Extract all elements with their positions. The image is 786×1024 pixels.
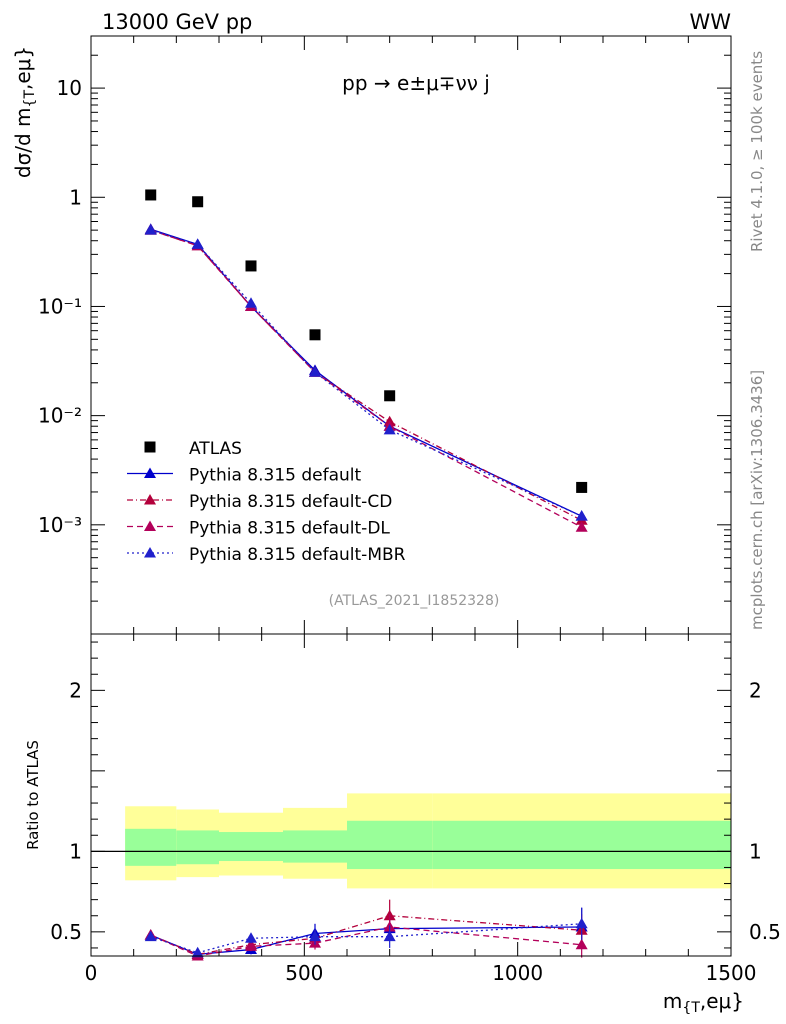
ratio-band-inner — [219, 832, 283, 862]
ratio-series-line — [150, 923, 582, 954]
main-y-tick-label: 1 — [69, 185, 82, 209]
ratio-marks — [144, 899, 588, 961]
atlas-data-point — [309, 329, 321, 341]
ratio-band-inner — [283, 830, 347, 863]
main-x-ticks — [90, 36, 732, 634]
ratio-series-point — [575, 917, 588, 929]
ratio-band-inner — [347, 820, 433, 870]
ratio-series-line — [150, 926, 582, 956]
mcplots-label: mcplots.cern.ch [arXiv:1306.3436] — [748, 370, 766, 630]
series-point — [575, 510, 588, 521]
x-tick-labels: 0 500 1000 1500 — [85, 961, 757, 985]
ratio-y-tick-label-right: 2 — [749, 678, 762, 702]
main-y-tick-label: 10⁻¹ — [38, 294, 82, 318]
ratio-y-label: Ratio to ATLAS — [24, 740, 42, 850]
ratio-series-line — [150, 915, 582, 956]
x-axis-label: m{T,eμ} — [663, 989, 744, 1016]
ratio-y-tick-label: 0.5 — [50, 920, 82, 944]
legend: ATLAS Pythia 8.315 default Pythia 8.315 de… — [127, 439, 406, 565]
legend-label: Pythia 8.315 default-MBR — [189, 545, 406, 565]
legend-marker — [144, 467, 156, 478]
ratio-band-inner — [176, 830, 219, 865]
ratio-series-point — [191, 946, 204, 958]
main-marks — [144, 189, 588, 532]
x-tick-label: 1500 — [706, 961, 757, 985]
main-y-ticks: 10 1 10⁻¹ 10⁻² 10⁻³ — [38, 35, 731, 635]
legend-label: Pythia 8.315 default-DL — [189, 519, 390, 539]
legend-label: Pythia 8.315 default — [189, 466, 362, 486]
x-tick-label: 500 — [285, 961, 323, 985]
series-point — [191, 238, 204, 249]
header-right: WW — [689, 10, 731, 34]
main-frame — [90, 35, 732, 635]
main-y-tick-label: 10⁻² — [38, 404, 82, 428]
atlas-data-point — [245, 260, 257, 272]
series-point — [383, 423, 396, 435]
atlas-data-point — [192, 196, 204, 208]
ratio-series-point — [383, 930, 396, 942]
atlas-data-point — [576, 481, 588, 493]
series-line — [150, 229, 582, 528]
legend-label-atlas: ATLAS — [189, 439, 242, 459]
ratio-y-tick-label-right: 1 — [749, 839, 762, 863]
x-tick-label: 0 — [85, 961, 98, 985]
series-point — [245, 297, 257, 308]
main-y-tick-label: 10⁻³ — [38, 513, 82, 537]
ratio-series-line — [150, 926, 582, 957]
ratio-band-inner — [432, 820, 731, 870]
ratio-series-point — [575, 938, 588, 950]
ratio-bands — [91, 793, 731, 889]
legend-marker-atlas — [144, 441, 156, 453]
legend-marker — [144, 520, 156, 531]
atlas-data-point — [145, 189, 157, 201]
series-point — [144, 224, 157, 235]
legend-label: Pythia 8.315 default-CD — [189, 492, 392, 512]
ratio-y-ticks: 0.5 0.5 1 1 2 2 — [50, 641, 781, 949]
ratio-y-tick-label: 2 — [69, 678, 82, 702]
ratio-y-tick-label-right: 0.5 — [749, 920, 781, 944]
main-y-label: dσ/d m{T,eμ} — [11, 46, 38, 178]
legend-marker — [144, 494, 156, 505]
ratio-y-tick-label: 1 — [69, 839, 82, 863]
series-line — [150, 229, 582, 517]
header-left: 13000 GeV pp — [102, 10, 252, 34]
rivet-label: Rivet 4.1.0, ≥ 100k events — [748, 51, 766, 252]
main-panel: 10 1 10⁻¹ 10⁻² 10⁻³ pp → e±μ∓νν j (ATLAS_202… — [11, 35, 732, 635]
legend-marker — [144, 547, 156, 558]
atlas-data-point — [384, 390, 396, 402]
ratio-series-point — [245, 940, 257, 951]
analysis-label: (ATLAS_2021_I1852328) — [329, 593, 500, 609]
series-point — [575, 521, 588, 532]
main-y-tick-label: 10 — [57, 76, 82, 100]
ratio-series-point — [144, 930, 157, 942]
ratio-band-inner — [125, 828, 177, 866]
ratio-series-point — [309, 930, 321, 942]
ratio-panel: 0.5 0.5 1 1 2 2 Ratio to ATLAS 0 500 1000 1500 m… — [24, 633, 781, 1016]
ratio-x-ticks — [90, 634, 732, 956]
process-label: pp → e±μ∓νν j — [342, 71, 490, 95]
ratio-series-point — [245, 932, 257, 943]
x-tick-label: 1000 — [492, 961, 543, 985]
ratio-frame — [90, 633, 732, 957]
series-point — [309, 366, 321, 377]
